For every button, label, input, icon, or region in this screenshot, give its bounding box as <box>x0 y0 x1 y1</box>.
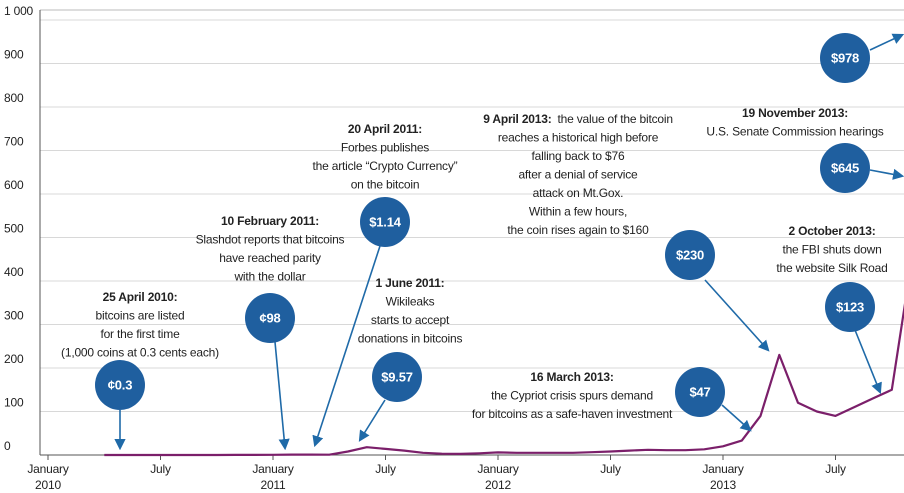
annotation-heading: 10 February 2011: <box>221 214 319 228</box>
annotation-heading: 25 April 2010: <box>103 290 178 304</box>
annotation-bubble <box>825 282 875 332</box>
annotation-heading: 16 March 2013: <box>530 370 613 384</box>
annotation-text: the Cypriot crisis spurs demand <box>491 389 653 403</box>
y-tick-label: 300 <box>4 309 24 323</box>
bubble-label: $230 <box>676 247 704 262</box>
annotation: 10 February 2011: Slashdot reports that b… <box>196 214 345 451</box>
y-tick-label: 700 <box>4 135 24 149</box>
annotation-text: (1,000 coins at 0.3 cents each) <box>61 346 219 360</box>
annotation-arrow <box>869 33 904 51</box>
bubble-label: $645 <box>831 160 859 175</box>
annotation: 2 October 2013: the FBI shuts down the web… <box>776 224 888 395</box>
annotation: $978 <box>820 33 904 83</box>
annotation-heading: 1 June 2011: <box>376 276 445 290</box>
annotation-arrow <box>312 245 381 448</box>
bubble-label: $978 <box>831 50 859 65</box>
y-tick-label: 0 <box>4 439 11 453</box>
annotation-arrow <box>721 404 752 432</box>
annotation-text: on the bitcoin <box>351 178 420 192</box>
annotation-text: Forbes publishes <box>341 141 429 155</box>
bubble-label: $47 <box>689 384 710 399</box>
annotation-text: attack on Mt.Gox. <box>533 186 624 200</box>
x-tick-label: January 2010 <box>27 462 68 492</box>
annotation-bubble <box>360 197 410 247</box>
annotation-text: U.S. Senate Commission hearings <box>706 125 883 139</box>
y-tick-label: 200 <box>4 352 24 366</box>
y-tick-label: 800 <box>4 91 24 105</box>
annotation: 25 April 2010: bitcoins are listed for the… <box>61 290 219 451</box>
x-tick-label: January 2013 <box>702 462 743 492</box>
annotation-text: the FBI shuts down <box>782 243 881 257</box>
annotation-heading: 19 November 2013: <box>742 106 848 120</box>
annotation-bubble <box>95 360 145 410</box>
annotation-bubble <box>665 230 715 280</box>
annotation-heading: 9 April 2013: <box>483 112 551 126</box>
x-tick-label: January 2012 <box>477 462 518 492</box>
y-tick-label: 100 <box>4 396 24 410</box>
annotation-text: the website Silk Road <box>776 261 887 275</box>
annotation: 9 April 2013: the value of the bitcoin rea… <box>483 112 770 352</box>
bubble-label: $1.14 <box>369 214 402 229</box>
annotation-bubble <box>675 367 725 417</box>
annotation-text: starts to accept <box>371 313 450 327</box>
annotation-bubble <box>820 33 870 83</box>
annotation-text: have reached parity <box>219 251 321 265</box>
annotation: 20 April 2011: Forbes publishes the articl… <box>312 122 458 448</box>
annotation-text: for bitcoins as a safe-haven investment <box>472 407 673 421</box>
annotation-line: 9 April 2013: the value of the bitcoin <box>483 112 673 126</box>
x-tick-label: July <box>150 462 171 476</box>
annotation-bubble <box>372 352 422 402</box>
annotation-bubble <box>245 293 295 343</box>
annotation-text: reaches a historical high before <box>498 131 659 145</box>
annotation-arrow <box>704 279 770 352</box>
annotation-text: Within a few hours, <box>529 205 627 219</box>
annotation-text: donations in bitcoins <box>358 332 463 346</box>
x-tick-label: July <box>375 462 396 476</box>
bubble-label: $123 <box>836 299 864 314</box>
annotation: 16 March 2013: the Cypriot crisis spurs d… <box>472 367 752 432</box>
x-tick-label: July <box>600 462 621 476</box>
annotation-arrow <box>854 329 882 395</box>
x-tick-label: July <box>825 462 846 476</box>
annotation-text: the value of the bitcoin <box>558 112 673 126</box>
annotation: 1 June 2011: Wikileaks starts to accept don… <box>358 276 463 442</box>
annotation-text: the article “Crypto Currency” <box>313 159 458 173</box>
annotation-heading: 2 October 2013: <box>788 224 875 238</box>
price-line <box>104 303 904 457</box>
x-tick-label: January 2011 <box>252 462 293 492</box>
annotation-text: Slashdot reports that bitcoins <box>196 233 345 247</box>
annotation-bubble <box>820 143 870 193</box>
annotation-text: after a denial of service <box>518 168 638 182</box>
bubble-label: ¢98 <box>259 310 280 325</box>
bubble-label: $9.57 <box>381 369 413 384</box>
y-tick-label: 900 <box>4 48 24 62</box>
annotation-heading: 20 April 2011: <box>348 122 422 136</box>
annotation-text: Wikileaks <box>386 295 435 309</box>
bubble-label: ¢0.3 <box>108 377 133 392</box>
y-tick-label: 1 000 <box>4 4 34 18</box>
annotation-arrow <box>358 399 386 442</box>
annotation-text: with the dollar <box>233 270 305 284</box>
annotation-arrow <box>869 168 904 180</box>
y-tick-label: 600 <box>4 178 24 192</box>
annotation-text: for the first time <box>100 327 180 341</box>
annotation-text: bitcoins are listed <box>96 309 185 323</box>
y-tick-label: 400 <box>4 265 24 279</box>
annotation-text: falling back to $76 <box>532 149 625 163</box>
annotation-arrow <box>274 341 290 451</box>
annotation-text: the coin rises again to $160 <box>507 223 649 237</box>
annotation: 19 November 2013: U.S. Senate Commission … <box>706 106 904 193</box>
y-tick-label: 500 <box>4 222 24 236</box>
